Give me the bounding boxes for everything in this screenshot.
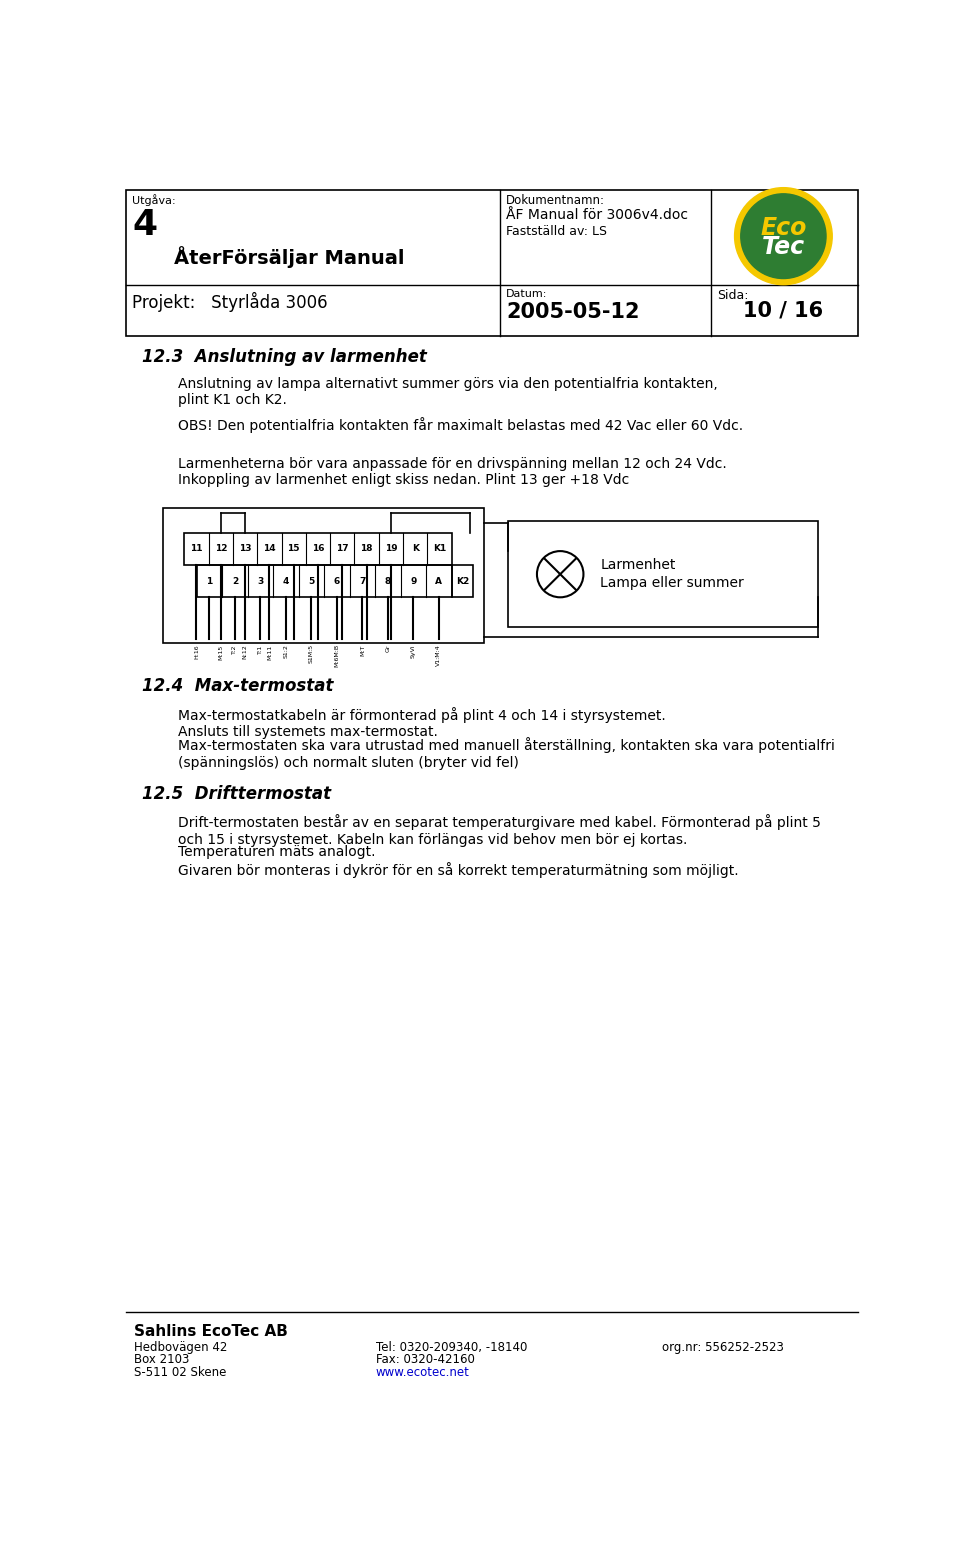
Text: 12.3  Anslutning av larmenhet: 12.3 Anslutning av larmenhet [142,347,426,366]
Text: M:15: M:15 [218,644,224,659]
Text: 14: 14 [263,544,276,554]
Text: 16: 16 [312,544,324,554]
Text: 4: 4 [132,208,157,242]
Text: 15: 15 [287,544,300,554]
Text: 2: 2 [232,577,238,586]
Circle shape [537,551,584,597]
Text: 13: 13 [239,544,252,554]
Text: 7: 7 [359,577,366,586]
Text: V1:M:4: V1:M:4 [437,644,442,665]
Text: S1M:5: S1M:5 [309,644,314,664]
Text: K: K [412,544,419,554]
Text: Dokumentnamn:: Dokumentnamn: [506,194,605,206]
Text: ÅterFörsäljar Manual: ÅterFörsäljar Manual [175,247,405,268]
Text: H:16: H:16 [194,644,199,659]
Text: Hedbovägen 42: Hedbovägen 42 [134,1342,228,1354]
Text: Tec: Tec [762,234,805,259]
Text: SyVi: SyVi [411,644,416,658]
Text: 1: 1 [206,577,212,586]
Text: Lampa eller summer: Lampa eller summer [601,577,744,591]
Text: Gr: Gr [386,644,391,651]
Text: M:T: M:T [360,644,365,656]
Text: Fastställd av: LS: Fastställd av: LS [506,225,607,237]
Text: Drift-termostaten består av en separat temperaturgivare med kabel. Förmonterad p: Drift-termostaten består av en separat t… [179,814,821,847]
Text: 12.4  Max-termostat: 12.4 Max-termostat [142,678,333,695]
Text: M:11: M:11 [267,644,272,659]
Text: Projekt:   Styrlåda 3006: Projekt: Styrlåda 3006 [132,293,328,312]
Bar [197,565,452,597]
Text: 12.5  Drifttermostat: 12.5 Drifttermostat [142,785,331,803]
Text: S1:2: S1:2 [283,644,288,658]
Text: Fax: 0320-42160: Fax: 0320-42160 [375,1354,474,1366]
Text: K2: K2 [456,577,469,586]
Text: 18: 18 [360,544,372,554]
Bar [452,565,473,597]
Text: Sida:: Sida: [717,288,748,301]
Text: K1: K1 [433,544,446,554]
Text: T:2: T:2 [232,644,237,653]
Bar [162,509,484,642]
Circle shape [741,194,826,279]
Text: S-511 02 Skene: S-511 02 Skene [134,1366,227,1379]
Text: Anslutning av lampa alternativt summer görs via den potentialfria kontakten,
pli: Anslutning av lampa alternativt summer g… [179,377,718,408]
Text: Datum:: Datum: [506,288,547,298]
Text: 17: 17 [336,544,348,554]
Text: Sahlins EcoTec AB: Sahlins EcoTec AB [134,1325,288,1339]
Text: ÅF Manual för 3006v4.doc: ÅF Manual för 3006v4.doc [506,208,688,222]
Text: 9: 9 [410,577,417,586]
Circle shape [734,188,832,285]
Text: www.ecotec.net: www.ecotec.net [375,1366,469,1379]
Text: Temperaturen mäts analogt.: Temperaturen mäts analogt. [179,845,375,859]
Bar [184,532,452,565]
Text: 12: 12 [214,544,227,554]
Text: Max-termostatkabeln är förmonterad på plint 4 och 14 i styrsystemet.
Ansluts til: Max-termostatkabeln är förmonterad på pl… [179,707,666,738]
Text: 2005-05-12: 2005-05-12 [506,301,639,321]
Text: Larmenheterna bör vara anpassade för en drivspänning mellan 12 och 24 Vdc.
Inkop: Larmenheterna bör vara anpassade för en … [179,458,727,487]
Text: Larmenhet: Larmenhet [601,558,676,572]
Text: Tel: 0320-209340, -18140: Tel: 0320-209340, -18140 [375,1342,527,1354]
Text: 19: 19 [385,544,397,554]
Text: Givaren bör monteras i dykrör för en så korrekt temperaturmätning som möjligt.: Givaren bör monteras i dykrör för en så … [179,862,739,878]
Text: 6: 6 [334,577,340,586]
Text: T:1: T:1 [258,644,263,653]
Text: 5: 5 [308,577,315,586]
Text: 8: 8 [385,577,391,586]
Text: 4: 4 [283,577,289,586]
Bar [508,521,818,627]
Text: A: A [436,577,443,586]
Text: Eco: Eco [760,217,806,240]
Text: Box 2103: Box 2103 [134,1354,189,1366]
Text: Utgåva:: Utgåva: [132,194,176,206]
Text: org.nr: 556252-2523: org.nr: 556252-2523 [662,1342,784,1354]
Text: 3: 3 [257,577,264,586]
Text: 10 / 16: 10 / 16 [743,301,824,321]
Bar [126,189,858,337]
Text: 11: 11 [190,544,203,554]
Text: N:12: N:12 [243,644,248,659]
Text: Max-termostaten ska vara utrustad med manuell återställning, kontakten ska vara : Max-termostaten ska vara utrustad med ma… [179,737,835,769]
Text: OBS! Den potentialfria kontakten får maximalt belastas med 42 Vac eller 60 Vdc.: OBS! Den potentialfria kontakten får max… [179,417,743,433]
Text: M:6M:B: M:6M:B [334,644,340,667]
